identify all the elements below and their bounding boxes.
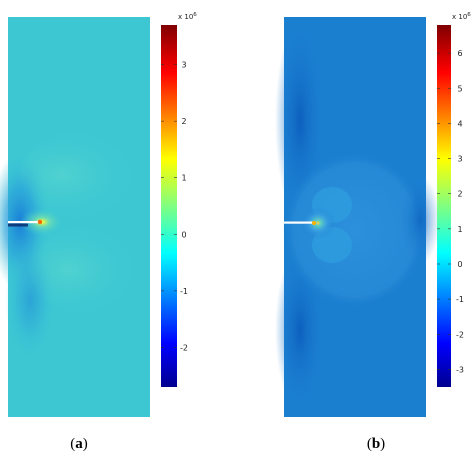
upper-lobe-a bbox=[20, 130, 160, 220]
colorbar-tick-label-b-5: 1 bbox=[457, 225, 462, 234]
colorbar-tick-label-b-8: -2 bbox=[456, 330, 464, 339]
colorbar-ticks-b: 6 5 4 3 2 1 0 -1 -2 -3 bbox=[437, 49, 464, 374]
crack-dark-a bbox=[8, 223, 28, 227]
colorbar-tick-label-b-9: -3 bbox=[456, 365, 464, 374]
colorbar-a bbox=[161, 25, 177, 387]
right-inner-zone-b bbox=[400, 175, 440, 265]
crack-tip-a bbox=[37, 219, 43, 225]
colorbar-multiplier-b: x 106 bbox=[452, 12, 471, 21]
colorbar-tick-label-a-5: -2 bbox=[180, 343, 188, 352]
colorbar-tick-label-a-2: 1 bbox=[181, 174, 186, 183]
colorbar-tick-label-b-4: 2 bbox=[457, 190, 462, 199]
crack-tip-zone-b bbox=[300, 207, 336, 239]
colorbar-ticks-a: 3 2 1 0 -1 -2 bbox=[161, 61, 188, 352]
colorbar-tick-label-b-3: 3 bbox=[457, 155, 462, 164]
colorbar-tick-label-b-7: -1 bbox=[456, 295, 464, 304]
crack-b bbox=[284, 221, 314, 224]
panel-label-a: (a) bbox=[70, 436, 88, 452]
colorbar-tick-label-a-0: 3 bbox=[181, 61, 186, 70]
lower-lobe-a bbox=[30, 225, 160, 315]
colorbar-tick-label-b-0: 6 bbox=[457, 49, 462, 58]
colorbar-b bbox=[437, 25, 451, 387]
colorbar-tick-label-b-2: 4 bbox=[457, 119, 462, 128]
colorbar-tick-label-a-4: -1 bbox=[180, 287, 188, 296]
crack-a bbox=[8, 221, 38, 224]
colorbar-tick-label-b-1: 5 bbox=[457, 84, 462, 93]
colorbar-tick-label-a-1: 2 bbox=[181, 117, 186, 126]
shadow-band-a bbox=[5, 240, 55, 360]
panel-label-b: (b) bbox=[367, 436, 385, 452]
crack-tip-b bbox=[312, 221, 316, 225]
panel-a: 3 2 1 0 -1 -2 x 106 (a) bbox=[0, 12, 197, 452]
colorbar-tick-label-a-3: 0 bbox=[181, 230, 186, 239]
colorbar-multiplier-a: x 106 bbox=[178, 12, 197, 21]
colorbar-tick-label-b-6: 0 bbox=[457, 260, 462, 269]
panel-b: 6 5 4 3 2 1 0 -1 -2 -3 x 106 (b) bbox=[275, 12, 471, 452]
circular-zone-b bbox=[283, 152, 427, 308]
